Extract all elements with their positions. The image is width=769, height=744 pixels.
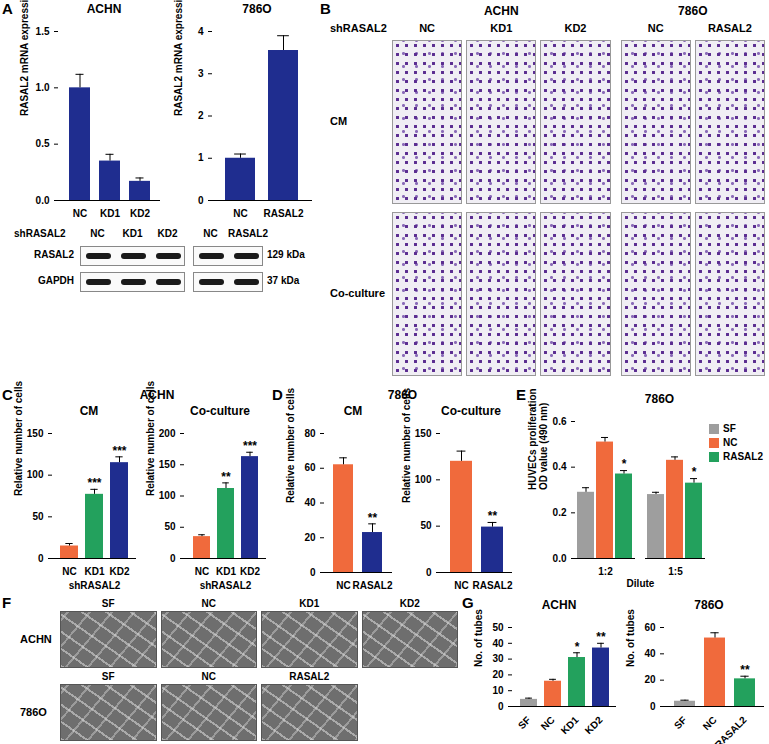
- svg-text:KD1: KD1: [100, 208, 120, 219]
- svg-text:HUVECs proliferationOD value (: HUVECs proliferationOD value (490 nm): [527, 388, 549, 490]
- svg-text:0: 0: [38, 553, 44, 564]
- svg-text:200: 200: [159, 428, 176, 439]
- svg-text:0: 0: [170, 553, 176, 564]
- svg-text:4: 4: [198, 26, 204, 37]
- svg-text:50: 50: [32, 511, 44, 522]
- svg-text:**: **: [368, 511, 378, 525]
- svg-text:30: 30: [492, 653, 504, 664]
- svg-text:RASAL2: RASAL2: [352, 580, 392, 591]
- svg-text:0: 0: [498, 701, 504, 712]
- svg-text:50: 50: [420, 520, 432, 531]
- svg-text:0.5: 0.5: [36, 138, 50, 149]
- svg-text:RASAL2: RASAL2: [263, 208, 303, 219]
- svg-text:80: 80: [304, 428, 316, 439]
- svg-text:RASAL2 mRNA expression: RASAL2 mRNA expression: [19, 0, 30, 116]
- svg-text:KD2: KD2: [130, 208, 150, 219]
- svg-text:KD1: KD1: [84, 566, 104, 577]
- svg-text:3: 3: [198, 68, 204, 79]
- svg-text:NC: NC: [73, 208, 87, 219]
- svg-text:150: 150: [159, 459, 176, 470]
- svg-text:*: *: [622, 457, 627, 471]
- svg-text:SF: SF: [672, 714, 689, 731]
- svg-text:2: 2: [198, 110, 204, 121]
- svg-text:0.2: 0.2: [553, 507, 567, 518]
- svg-text:50: 50: [492, 622, 504, 633]
- svg-text:0.6: 0.6: [553, 416, 567, 427]
- svg-text:***: ***: [87, 476, 101, 490]
- svg-text:**: **: [488, 509, 498, 523]
- svg-text:0: 0: [426, 567, 432, 578]
- svg-text:KD2: KD2: [583, 714, 605, 736]
- svg-text:50: 50: [164, 521, 176, 532]
- svg-text:60: 60: [304, 462, 316, 473]
- svg-text:20: 20: [644, 674, 656, 685]
- svg-text:Relative number of cells: Relative number of cells: [145, 381, 156, 496]
- svg-text:40: 40: [644, 648, 656, 659]
- svg-text:Relative number of cells: Relative number of cells: [13, 381, 24, 496]
- svg-text:shRASAL2: shRASAL2: [200, 580, 252, 591]
- svg-text:150: 150: [27, 428, 44, 439]
- svg-text:NC: NC: [701, 714, 719, 732]
- svg-text:40: 40: [492, 638, 504, 649]
- svg-text:SF: SF: [516, 714, 533, 731]
- svg-text:0.0: 0.0: [553, 553, 567, 564]
- svg-text:Dilute: Dilute: [627, 578, 655, 589]
- svg-text:**: **: [740, 663, 750, 677]
- svg-text:1: 1: [198, 152, 204, 163]
- svg-text:***: ***: [243, 439, 257, 453]
- svg-text:No. of tubes: No. of tubes: [473, 609, 484, 667]
- svg-text:RASAL2: RASAL2: [472, 580, 512, 591]
- svg-text:NC: NC: [233, 208, 247, 219]
- svg-text:0.0: 0.0: [36, 195, 50, 206]
- svg-text:Relative number of cells: Relative number of cells: [285, 388, 296, 503]
- svg-text:20: 20: [492, 669, 504, 680]
- svg-text:*: *: [575, 640, 580, 654]
- svg-text:shRASAL2: shRASAL2: [69, 580, 121, 591]
- svg-text:0.4: 0.4: [553, 461, 567, 472]
- svg-text:150: 150: [415, 428, 432, 439]
- svg-text:100: 100: [27, 469, 44, 480]
- svg-text:RASAL2 mRNA expression: RASAL2 mRNA expression: [173, 0, 184, 116]
- svg-text:KD1: KD1: [559, 714, 581, 736]
- svg-text:KD2: KD2: [109, 566, 129, 577]
- svg-text:0: 0: [310, 567, 316, 578]
- svg-text:1.0: 1.0: [36, 82, 50, 93]
- svg-text:1:2: 1:2: [598, 566, 613, 577]
- svg-text:KD2: KD2: [240, 566, 260, 577]
- svg-text:*: *: [692, 465, 697, 479]
- svg-text:100: 100: [415, 474, 432, 485]
- svg-text:NC: NC: [454, 580, 468, 591]
- svg-text:***: ***: [112, 444, 126, 458]
- svg-text:0: 0: [650, 701, 656, 712]
- svg-text:**: **: [596, 630, 606, 644]
- svg-text:1.5: 1.5: [36, 26, 50, 37]
- svg-text:NC: NC: [195, 566, 209, 577]
- svg-text:40: 40: [304, 497, 316, 508]
- svg-text:10: 10: [492, 685, 504, 696]
- svg-text:NC: NC: [336, 580, 350, 591]
- svg-text:RASAL2: RASAL2: [713, 714, 749, 744]
- svg-text:**: **: [221, 470, 231, 484]
- svg-text:NC: NC: [539, 714, 557, 732]
- svg-text:Relative number of cells: Relative number of cells: [401, 388, 412, 503]
- svg-text:1:5: 1:5: [668, 566, 683, 577]
- svg-text:NC: NC: [62, 566, 76, 577]
- svg-text:60: 60: [644, 622, 656, 633]
- svg-text:100: 100: [159, 490, 176, 501]
- svg-text:No. of tubes: No. of tubes: [625, 609, 636, 667]
- svg-text:20: 20: [304, 532, 316, 543]
- svg-text:0: 0: [198, 195, 204, 206]
- svg-text:KD1: KD1: [216, 566, 236, 577]
